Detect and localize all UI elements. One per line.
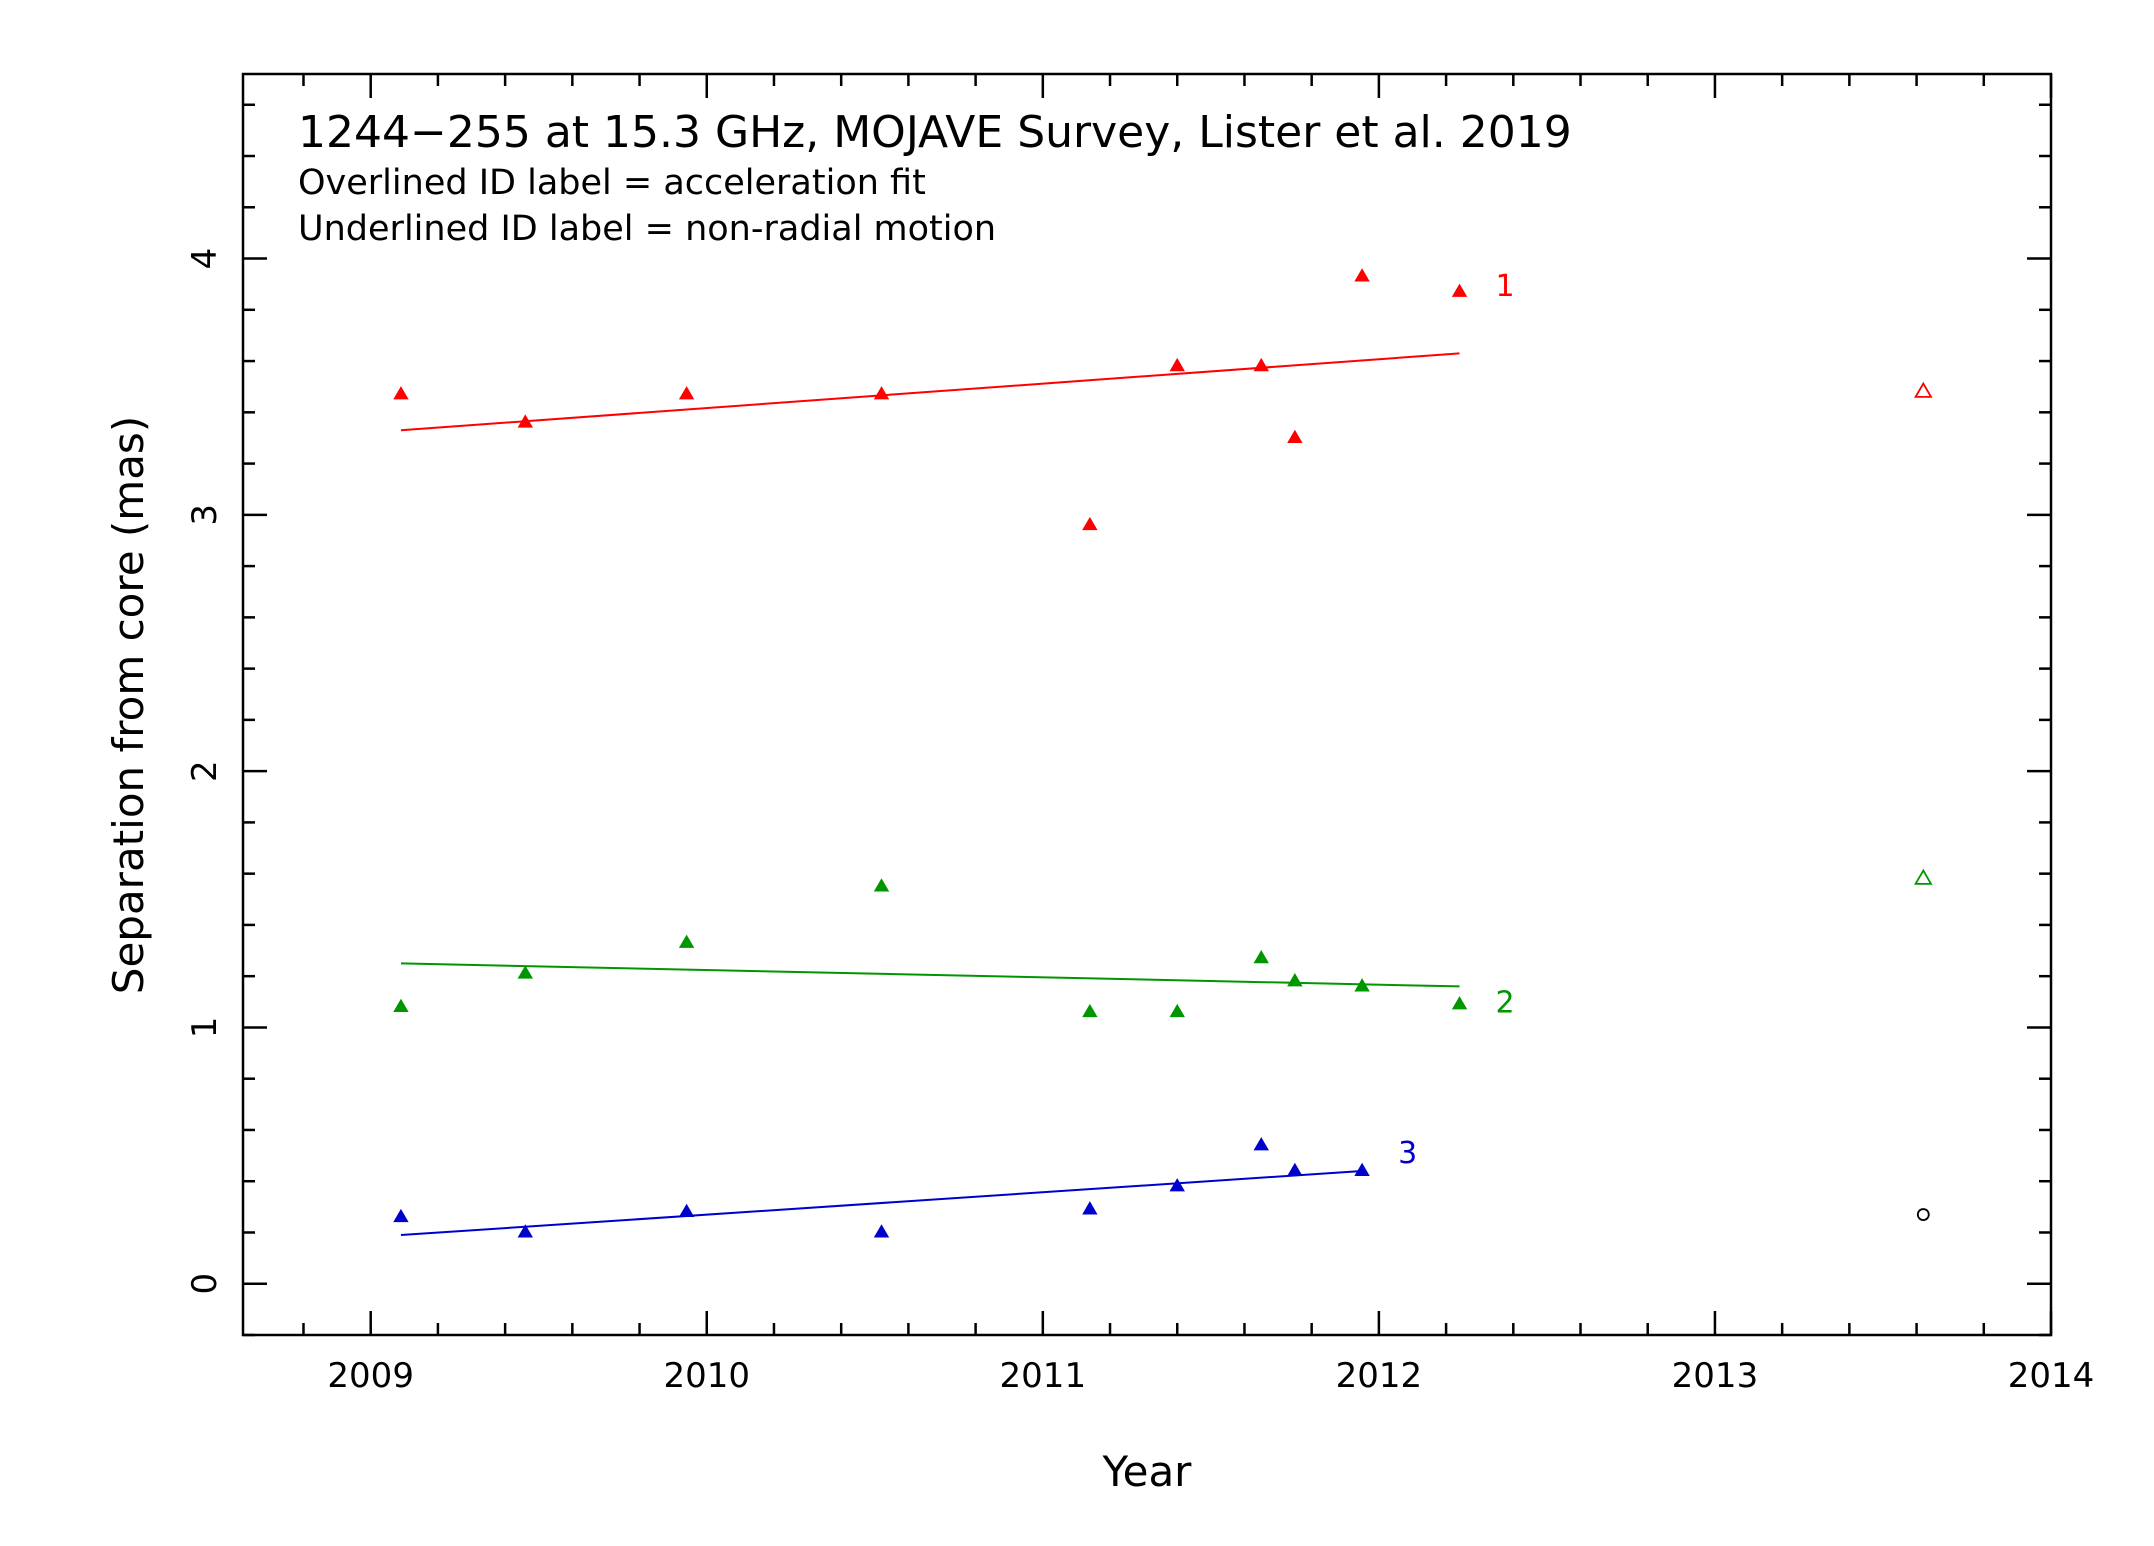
y-tick-label: 3 xyxy=(185,504,225,526)
series-label-3: 3 xyxy=(1398,1136,1417,1171)
y-axis-title: Separation from core (mas) xyxy=(104,416,153,994)
y-tick-label: 2 xyxy=(185,760,225,782)
x-tick-labels: 2009 2010 2011 2012 2013 2014 xyxy=(327,1356,2094,1396)
point-series-2 xyxy=(873,878,890,892)
point-series-1 xyxy=(1253,357,1269,372)
point-series-1 xyxy=(678,386,695,400)
y-tick-label: 0 xyxy=(185,1273,225,1295)
point-series-1 xyxy=(1169,357,1185,372)
point-series-1 xyxy=(1451,283,1468,297)
point-series-2 xyxy=(678,934,695,948)
point-series-3 xyxy=(393,1208,409,1223)
open-point-series-2 xyxy=(1914,868,1933,885)
point-series-2 xyxy=(1253,949,1269,964)
x-tick-label: 2011 xyxy=(1000,1356,1087,1396)
point-series-3 xyxy=(517,1224,533,1238)
point-series-2 xyxy=(1169,1003,1185,1018)
plot-frame xyxy=(241,72,2053,1337)
point-series-3 xyxy=(1082,1201,1098,1215)
chart-subtitle-1: Overlined ID label = acceleration fit xyxy=(298,163,926,203)
point-series-1 xyxy=(1354,268,1370,282)
point-series-3 xyxy=(1169,1178,1185,1192)
series-label-2: 2 xyxy=(1496,985,1515,1020)
point-series-2 xyxy=(517,965,533,979)
open-point-series-1 xyxy=(1914,381,1933,398)
y-tick-labels: 0 1 2 3 4 xyxy=(185,248,225,1295)
y-tick-label: 1 xyxy=(185,1017,225,1039)
point-series-2 xyxy=(1082,1003,1098,1018)
point-series-2 xyxy=(1287,973,1303,987)
point-series-1 xyxy=(393,386,409,400)
point-series-3 xyxy=(678,1203,695,1218)
point-series-2 xyxy=(1451,996,1468,1010)
x-tick-label: 2012 xyxy=(1336,1356,1423,1396)
x-tick-label: 2009 xyxy=(327,1356,414,1396)
chart-title: 1244−255 at 15.3 GHz, MOJAVE Survey, Lis… xyxy=(298,107,1572,158)
x-axis-title: Year xyxy=(1102,1447,1193,1496)
point-series-1 xyxy=(1082,516,1098,531)
fit-lines xyxy=(400,352,1460,1237)
y-tick-label: 4 xyxy=(185,248,225,270)
series-labels: 1 2 3 xyxy=(1398,269,1515,1171)
x-tick-label: 2013 xyxy=(1672,1356,1759,1396)
point-series-1 xyxy=(1287,429,1303,444)
point-series-1 xyxy=(873,386,890,400)
x-tick-label: 2014 xyxy=(2008,1356,2095,1396)
x-tick-label: 2010 xyxy=(663,1356,750,1396)
point-series-3 xyxy=(1253,1137,1269,1151)
data-points xyxy=(393,268,1933,1238)
fit-line-1 xyxy=(400,352,1460,432)
fit-line-2 xyxy=(400,962,1460,988)
chart-subtitle-2: Underlined ID label = non-radial motion xyxy=(298,209,996,249)
point-series-3 xyxy=(873,1224,890,1238)
point-series-2 xyxy=(1354,978,1370,992)
series-label-1: 1 xyxy=(1496,269,1515,304)
point-series-1 xyxy=(517,414,533,428)
point-series-3 xyxy=(1354,1162,1370,1177)
fit-line-3 xyxy=(400,1169,1363,1237)
open-circle-point xyxy=(1916,1208,1930,1221)
point-series-2 xyxy=(393,998,409,1012)
point-series-3 xyxy=(1287,1162,1303,1177)
axis-ticks xyxy=(243,74,2053,1337)
